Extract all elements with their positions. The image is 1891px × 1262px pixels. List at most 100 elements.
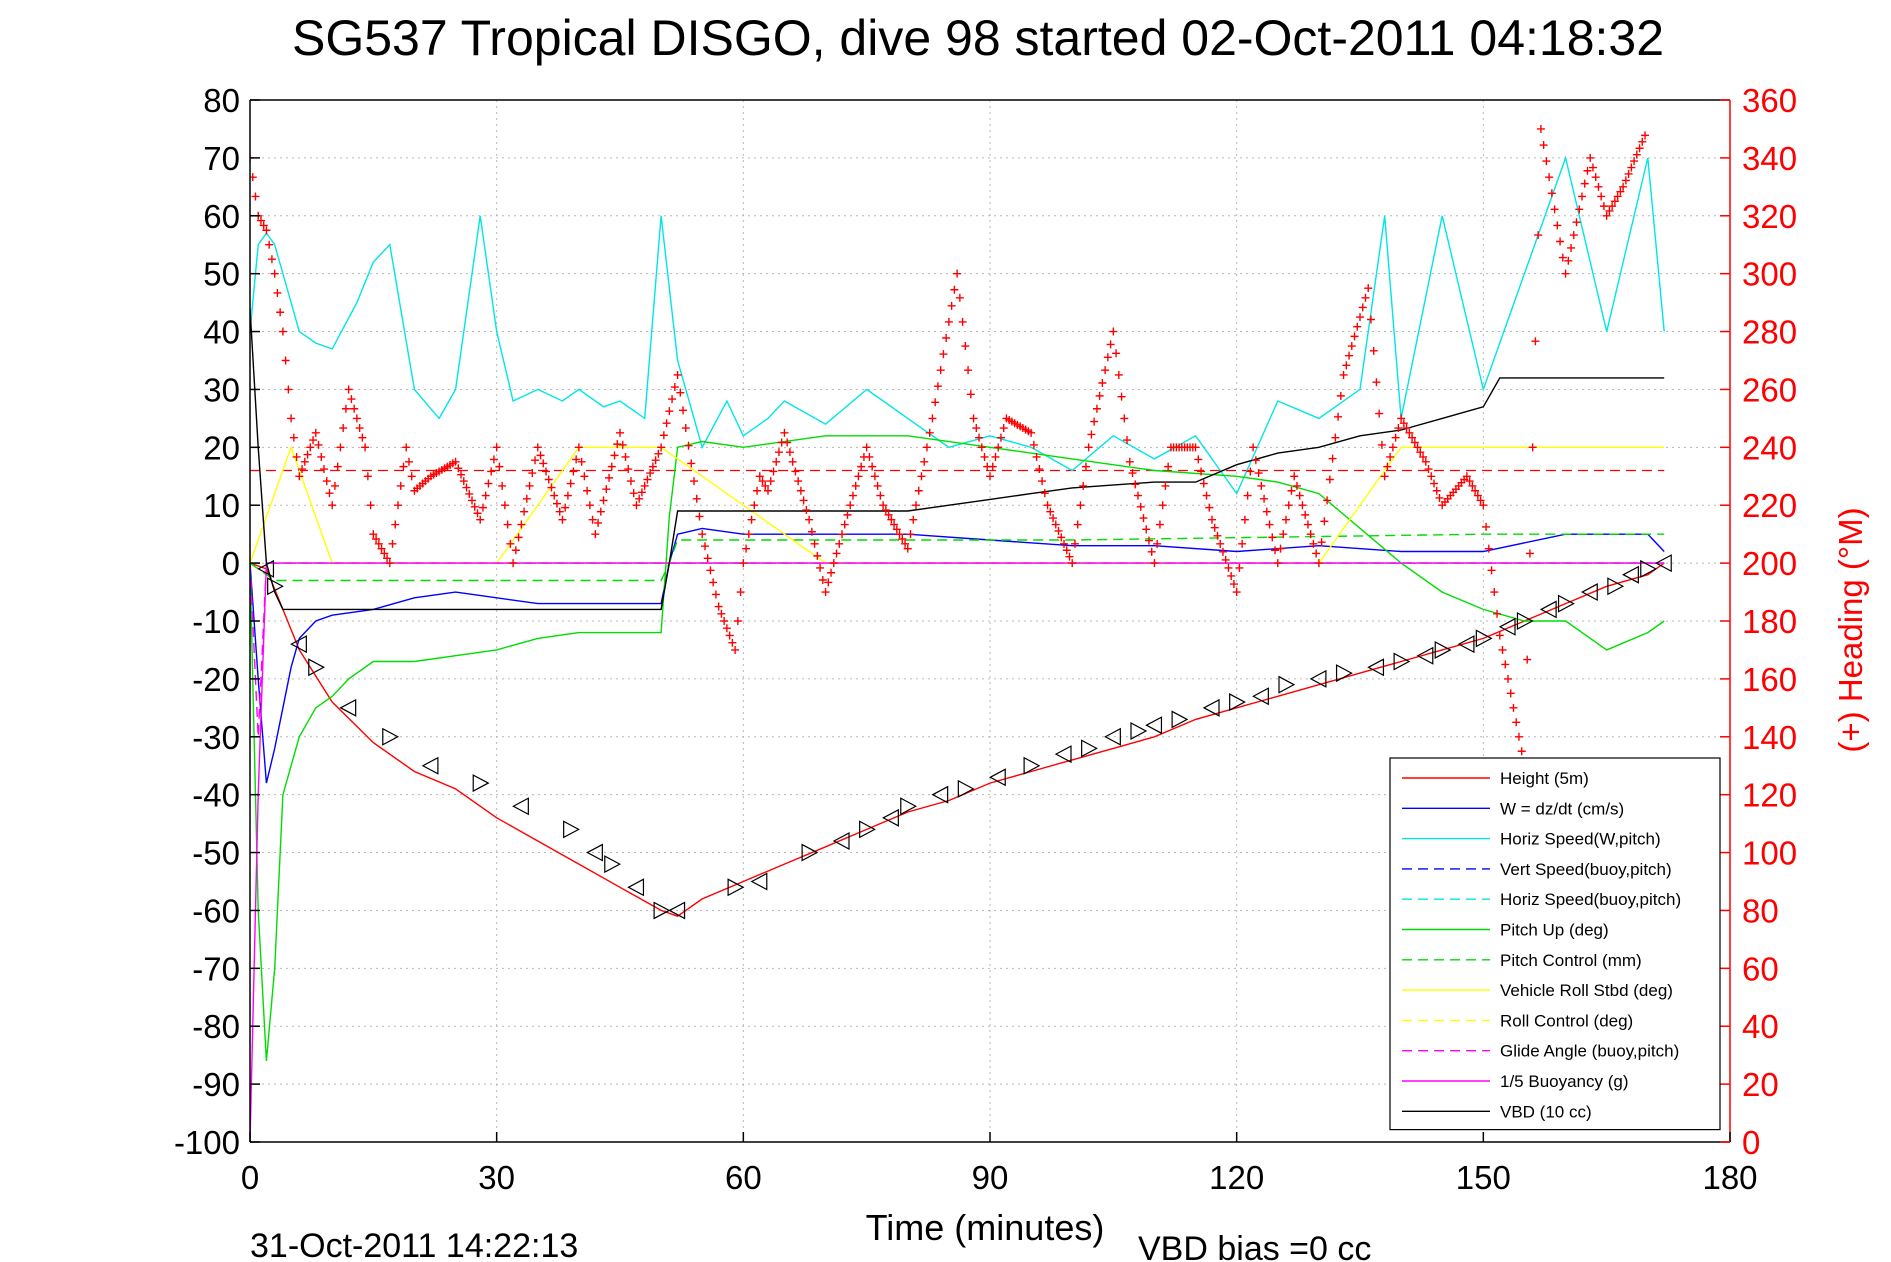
heading-marker <box>350 404 359 413</box>
heading-marker <box>251 192 260 201</box>
heading-marker <box>1029 440 1038 449</box>
heading-marker <box>1098 379 1107 388</box>
heading-marker <box>725 631 734 640</box>
heading-marker <box>1602 211 1611 220</box>
heading-marker <box>942 333 951 342</box>
heading-marker <box>1106 340 1115 349</box>
heading-marker <box>862 443 871 452</box>
y-tick-label-right: 220 <box>1742 487 1797 524</box>
heading-marker <box>1487 566 1496 575</box>
heading-marker <box>383 554 392 563</box>
heading-marker <box>1432 486 1441 495</box>
heading-marker <box>1336 391 1345 400</box>
heading-marker <box>1306 530 1315 539</box>
heading-marker <box>731 645 740 654</box>
heading-marker <box>506 539 515 548</box>
position-marker <box>1434 640 1452 659</box>
heading-marker <box>1635 144 1644 153</box>
heading-marker <box>1586 153 1595 162</box>
heading-marker <box>344 385 353 394</box>
heading-marker <box>1462 472 1471 481</box>
heading-marker <box>1114 370 1123 379</box>
heading-marker <box>531 456 540 465</box>
heading-marker <box>514 533 523 542</box>
heading-marker <box>722 624 731 633</box>
heading-marker <box>1517 747 1526 756</box>
y-tick-label-right: 240 <box>1742 429 1797 466</box>
heading-marker <box>1539 141 1548 150</box>
heading-marker <box>278 327 287 336</box>
heading-marker <box>774 448 783 457</box>
heading-marker <box>1599 202 1608 211</box>
heading-marker <box>1070 539 1079 548</box>
heading-marker <box>1408 433 1417 442</box>
heading-marker <box>876 491 885 500</box>
heading-marker <box>1525 549 1534 558</box>
heading-marker <box>1413 443 1422 452</box>
heading-marker <box>953 269 962 278</box>
heading-marker <box>906 530 915 539</box>
heading-marker <box>766 477 775 486</box>
legend-label: Glide Angle (buoy,pitch) <box>1500 1042 1679 1061</box>
heading-marker <box>794 477 803 486</box>
series-vbd-10-cc <box>250 308 1665 611</box>
position-marker <box>832 831 850 850</box>
heading-marker <box>561 503 570 512</box>
position-marker <box>512 797 529 816</box>
heading-marker <box>991 452 1000 461</box>
heading-marker <box>1375 409 1384 418</box>
heading-marker <box>1301 510 1310 519</box>
legend-label: Roll Control (deg) <box>1500 1011 1633 1030</box>
heading-marker <box>1123 436 1132 445</box>
heading-marker <box>596 507 605 516</box>
heading-marker <box>610 451 619 460</box>
heading-marker <box>1158 501 1167 510</box>
position-marker <box>882 808 899 827</box>
x-tick-label: 0 <box>241 1159 259 1196</box>
series-horiz-speed-w-pitch <box>250 155 1665 496</box>
heading-marker <box>1213 531 1222 540</box>
heading-marker <box>402 443 411 452</box>
heading-marker <box>1632 150 1641 159</box>
heading-marker <box>1558 253 1567 262</box>
position-marker <box>627 878 645 897</box>
heading-marker <box>322 477 331 486</box>
heading-marker <box>1498 645 1507 654</box>
position-marker <box>727 878 745 897</box>
heading-marker <box>520 507 529 516</box>
heading-marker <box>1608 202 1617 211</box>
heading-marker <box>1561 269 1570 278</box>
heading-marker <box>1216 539 1225 548</box>
heading-marker <box>555 507 564 516</box>
heading-marker <box>884 510 893 519</box>
heading-marker <box>1076 501 1085 510</box>
heading-marker <box>284 385 293 394</box>
heading-marker <box>1572 218 1581 227</box>
y-tick-label-left: -50 <box>192 835 240 872</box>
heading-marker <box>341 404 350 413</box>
heading-marker <box>668 395 677 404</box>
heading-marker <box>533 443 542 452</box>
heading-marker <box>1153 539 1162 548</box>
heading-marker <box>1334 412 1343 421</box>
heading-marker <box>648 462 657 471</box>
heading-marker <box>1068 559 1077 568</box>
heading-marker <box>996 433 1005 442</box>
position-marker <box>1335 664 1353 683</box>
heading-marker <box>295 472 304 481</box>
heading-marker <box>522 494 531 503</box>
heading-marker <box>950 285 959 294</box>
position-marker <box>563 820 580 839</box>
heading-marker <box>1314 559 1323 568</box>
heading-marker <box>744 530 753 539</box>
heading-marker <box>1430 479 1438 488</box>
heading-marker <box>525 481 534 490</box>
heading-marker <box>827 568 836 577</box>
y-tick-label-left: 60 <box>203 198 240 235</box>
heading-marker <box>399 462 408 471</box>
heading-marker <box>366 501 375 510</box>
heading-marker <box>1471 486 1480 495</box>
heading-marker <box>646 469 655 478</box>
heading-marker <box>572 455 581 464</box>
heading-marker <box>662 419 671 428</box>
